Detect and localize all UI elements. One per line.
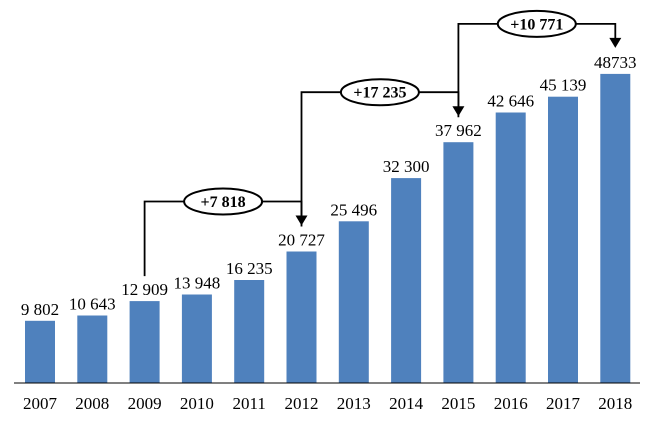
x-tick-label-2008: 2008 (75, 394, 109, 413)
bar-2015 (443, 142, 474, 383)
bar-2016 (495, 112, 526, 383)
x-tick-labels-group: 2007 2008 2009 2010 2011 2012 2013 2014 2015 2016… (23, 394, 632, 413)
bar-2014 (391, 178, 422, 383)
annotation-bracket-2 (300, 91, 460, 227)
annotations-group: +7 818 +17 235 +10 771 (143, 9, 622, 277)
x-tick-label-2010: 2010 (180, 394, 214, 413)
annotation-bubble-2 (339, 78, 420, 107)
annotation-label-1: +7 818 (201, 194, 246, 211)
bar-2012 (286, 251, 317, 383)
annotation-label-3: +10 771 (510, 16, 563, 33)
bar-2008 (77, 315, 108, 383)
annotation-bubble-3 (496, 9, 577, 38)
x-tick-label-2016: 2016 (494, 394, 528, 413)
annotation-arrow-3 (609, 37, 622, 48)
value-label-2011: 16 235 (226, 259, 273, 278)
value-label-2008: 10 643 (69, 295, 116, 314)
value-label-2014: 32 300 (383, 157, 430, 176)
value-label-2018: 48733 (594, 53, 637, 72)
value-label-2017: 45 139 (540, 76, 587, 95)
value-label-2016: 42 646 (487, 92, 534, 111)
bar-2018 (600, 73, 631, 384)
x-tick-label-2017: 2017 (546, 394, 581, 413)
bar-2011 (234, 280, 265, 383)
value-label-2009: 12 909 (121, 280, 168, 299)
x-tick-label-2009: 2009 (128, 394, 162, 413)
value-label-2015: 37 962 (435, 121, 482, 140)
annotation-label-2: +17 235 (353, 85, 406, 102)
bars-group (25, 73, 631, 384)
x-tick-label-2014: 2014 (389, 394, 424, 413)
x-tick-label-2018: 2018 (598, 394, 632, 413)
value-labels-group: 9 802 10 643 12 909 13 948 16 235 20 727 25 49… (21, 53, 637, 319)
x-tick-label-2007: 2007 (23, 394, 58, 413)
value-label-2007: 9 802 (21, 300, 59, 319)
bar-2009 (129, 301, 160, 383)
value-label-2010: 13 948 (174, 274, 221, 293)
annotation-bubble-1 (183, 187, 264, 216)
x-tick-label-2012: 2012 (285, 394, 319, 413)
x-tick-label-2011: 2011 (233, 394, 266, 413)
value-label-2013: 25 496 (330, 200, 377, 219)
x-tick-label-2015: 2015 (441, 394, 475, 413)
bar-2017 (548, 96, 578, 383)
value-label-2012: 20 727 (278, 231, 325, 250)
x-tick-label-2013: 2013 (337, 394, 371, 413)
bar-2013 (338, 221, 369, 383)
bar-2007 (25, 320, 55, 383)
bar-2010 (181, 294, 212, 383)
